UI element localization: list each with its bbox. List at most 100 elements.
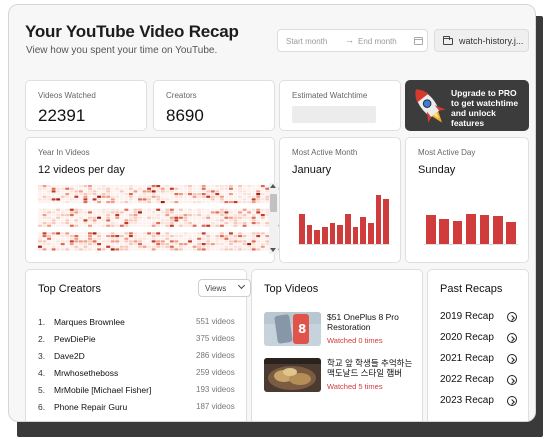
heatmap-cell	[147, 193, 152, 196]
creator-row[interactable]: 2. PewDiePie 375 videos	[38, 334, 248, 348]
creator-name[interactable]: Marques Brownlee	[54, 317, 125, 327]
creator-name[interactable]: Mrwhosetheboss	[54, 368, 119, 378]
video-title[interactable]: $51 OnePlus 8 Pro Restoration	[327, 312, 399, 332]
video-item[interactable]: 8 $51 OnePlus 8 Pro Restoration Watched …	[264, 312, 414, 348]
heatmap-cell	[60, 248, 65, 251]
heatmap-cell	[197, 201, 202, 204]
arrow-circle-icon[interactable]	[507, 375, 517, 385]
arrow-circle-icon[interactable]	[507, 333, 517, 343]
creator-name[interactable]: MrMobile [Michael Fisher]	[54, 385, 152, 395]
heatmap-cell	[178, 243, 183, 246]
heatmap-cell	[174, 185, 179, 188]
recap-label[interactable]: 2022 Recap	[440, 374, 494, 385]
heatmap-cell	[165, 235, 170, 238]
scroll-down-icon[interactable]	[270, 248, 276, 252]
recap-label[interactable]: 2020 Recap	[440, 332, 494, 343]
sort-select[interactable]: Views	[198, 279, 251, 297]
creator-row[interactable]: 1. Marques Brownlee 551 videos	[38, 317, 248, 331]
heatmap-cell	[83, 211, 88, 214]
video-thumbnail[interactable]: 8	[264, 312, 321, 346]
heatmap-cell	[119, 190, 124, 193]
heatmap-cell	[224, 245, 229, 248]
heatmap-cell	[92, 224, 97, 227]
creator-row[interactable]: 7. Unbox Therapy	[38, 419, 248, 421]
recap-label[interactable]: 2021 Recap	[440, 353, 494, 364]
heatmap-cell	[156, 243, 161, 246]
video-title[interactable]: 학교 앞 학생들 추억하는 맥도날드 스타일 햄버	[327, 358, 413, 378]
heatmap-cell	[219, 216, 224, 219]
heatmap-cell	[119, 222, 124, 225]
heatmap-scrollbar[interactable]	[269, 183, 278, 254]
upgrade-pro-banner[interactable]: Upgrade to PRO to get watchtime and unlo…	[405, 80, 529, 131]
heatmap-cell	[256, 248, 261, 251]
recap-row[interactable]: 2020 Recap	[440, 332, 520, 346]
heatmap-cell	[188, 195, 192, 198]
heatmap-cell	[38, 187, 42, 190]
heatmap-cell	[256, 243, 261, 246]
heatmap-cell	[256, 185, 261, 188]
heatmap-cell	[92, 211, 97, 214]
recap-row[interactable]: 2019 Recap	[440, 311, 520, 325]
creator-name[interactable]: PewDiePie	[54, 334, 96, 344]
heatmap-cell	[128, 195, 133, 198]
start-month-input[interactable]: Start month	[286, 37, 328, 46]
creator-name[interactable]: Dave2D	[54, 351, 85, 361]
heatmap-cell	[251, 224, 256, 227]
arrow-circle-icon[interactable]	[507, 312, 517, 322]
creator-row[interactable]: 5. MrMobile [Michael Fisher] 193 videos	[38, 385, 248, 399]
creator-row[interactable]: 3. Dave2D 286 videos	[38, 351, 248, 365]
heatmap-cell	[60, 201, 65, 204]
recap-label[interactable]: 2019 Recap	[440, 311, 494, 322]
heatmap-cell	[51, 185, 56, 188]
heatmap-cell	[56, 185, 61, 188]
heatmap-cell	[51, 187, 56, 190]
arrow-circle-icon[interactable]	[507, 354, 517, 364]
calendar-icon[interactable]	[414, 37, 423, 45]
recap-row[interactable]: 2022 Recap	[440, 374, 520, 388]
heatmap-cell	[60, 216, 65, 219]
video-item[interactable]: 학교 앞 학생들 추억하는 맥도날드 스타일 햄버 Watched 5 time…	[264, 358, 414, 394]
heatmap-cell	[74, 190, 79, 193]
video-thumbnail[interactable]	[264, 358, 321, 392]
heatmap-cell	[151, 187, 156, 190]
heatmap-cell	[101, 208, 106, 211]
heatmap-cell	[65, 237, 70, 240]
end-month-input[interactable]: End month	[358, 37, 397, 46]
creator-row[interactable]: 4. Mrwhosetheboss 259 videos	[38, 368, 248, 382]
heatmap-cell	[178, 216, 183, 219]
heatmap-cell	[165, 185, 170, 188]
creator-name[interactable]: Phone Repair Guru	[54, 402, 128, 412]
heatmap-cell	[124, 245, 129, 248]
creator-row[interactable]: 6. Phone Repair Guru 187 videos	[38, 402, 248, 416]
creator-name[interactable]: Unbox Therapy	[54, 419, 112, 421]
recap-row[interactable]: 2021 Recap	[440, 353, 520, 367]
heatmap-cell	[210, 237, 215, 240]
file-upload-button[interactable]: watch-history.j...	[434, 29, 529, 52]
heatmap-cell	[224, 198, 229, 201]
heatmap-cell	[156, 216, 161, 219]
heatmap-cell	[128, 201, 133, 204]
heatmap-cell	[242, 185, 247, 188]
scroll-up-icon[interactable]	[270, 184, 276, 188]
scrollbar-thumb[interactable]	[270, 194, 277, 212]
most-active-month-card: Most Active Month January	[279, 137, 401, 263]
arrow-circle-icon[interactable]	[507, 396, 517, 406]
watch-heatmap[interactable]	[38, 183, 279, 254]
heatmap-cell	[201, 185, 206, 188]
date-range-picker[interactable]: Start month → End month	[277, 29, 428, 52]
heatmap-cell	[265, 216, 270, 219]
heatmap-cell	[56, 235, 61, 238]
heatmap-cell	[47, 224, 52, 227]
recap-row[interactable]: 2023 Recap	[440, 395, 520, 409]
heatmap-cell	[210, 195, 215, 198]
most-active-month-label: Most Active Month	[292, 148, 358, 157]
recap-label[interactable]: 2023 Recap	[440, 395, 494, 406]
heatmap-cell	[192, 185, 197, 188]
heatmap-cell	[147, 187, 152, 190]
heatmap-cell	[124, 187, 129, 190]
heatmap-cell	[142, 187, 147, 190]
heatmap-cell	[183, 198, 188, 201]
heatmap-cell	[183, 224, 188, 227]
heatmap-cell	[242, 190, 247, 193]
heatmap-cell	[256, 214, 261, 217]
